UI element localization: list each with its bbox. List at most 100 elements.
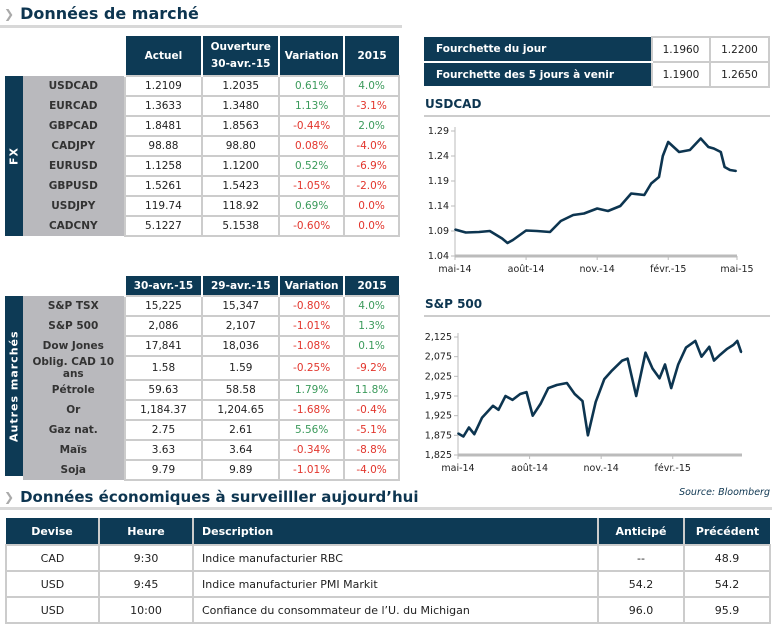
- ytd-value: 11.8%: [343, 379, 400, 401]
- pair-name: EURUSD: [23, 156, 125, 176]
- data-point: [664, 363, 666, 366]
- ytd-value: -4.0%: [343, 459, 400, 481]
- y-tick-label: 1.24: [428, 151, 449, 162]
- header-variation: Variation: [279, 276, 346, 296]
- data-point: [581, 400, 584, 403]
- x-tick-label: mai-14: [441, 463, 474, 474]
- data-point: [626, 357, 629, 360]
- data-point: [678, 151, 680, 153]
- data-point: [719, 151, 722, 153]
- data-point: [573, 393, 576, 395]
- market-row: Pétrole 59.63 58.58 1.79% 11.8%: [23, 379, 400, 401]
- data-point: [555, 384, 558, 386]
- range-label: Fourchette du jour: [424, 37, 652, 63]
- header-date-1: 30-avr.-15: [124, 276, 204, 296]
- data-point: [658, 377, 661, 380]
- header-2015: 2015: [344, 276, 399, 296]
- data-point: [688, 149, 691, 151]
- fx-row: USDCAD 1.2109 1.2035 0.61% 4.0%: [23, 75, 400, 97]
- chevron-right-icon: ❯: [4, 6, 15, 21]
- data-point: [519, 393, 522, 395]
- data-point: [481, 416, 484, 419]
- y-tick-label: 1,925: [425, 411, 452, 422]
- variation-value: 1.13%: [278, 95, 346, 117]
- other-side-label: Autres marchés: [5, 296, 23, 476]
- market-name: Gaz nat.: [23, 420, 125, 440]
- value-date-1: 2,086: [123, 315, 204, 337]
- ytd-value: -0.4%: [343, 399, 400, 421]
- ytd-value: 1.3%: [343, 315, 400, 337]
- data-point: [525, 229, 527, 232]
- value-date-1: 17,841: [123, 335, 204, 357]
- x-tick-label: mai-14: [438, 264, 471, 275]
- chevron-right-icon: ❯: [4, 490, 15, 504]
- value-date-2: 2.61: [201, 419, 281, 441]
- fx-row: EURCAD 1.3633 1.3480 1.13% -3.1%: [23, 95, 400, 117]
- other-markets-table: 30-avr.-15 29-avr.-15 Variation 2015 S&P…: [23, 276, 400, 481]
- data-point: [464, 231, 467, 234]
- data-point: [740, 351, 743, 354]
- fx-row: GBPCAD 1.8481 1.8563 -0.44% 2.0%: [23, 115, 400, 137]
- value-date-2: 18,036: [201, 335, 281, 357]
- market-row: S&P TSX 15,225 15,347 -0.80% 4.0%: [23, 295, 400, 317]
- title-rule: [0, 25, 402, 28]
- data-point: [661, 155, 664, 157]
- data-point: [611, 369, 613, 372]
- y-tick-label: 2,075: [425, 352, 452, 363]
- range-low: 1.1960: [651, 36, 711, 63]
- variation-value: 0.61%: [278, 75, 346, 97]
- x-tick-label: août-14: [508, 264, 545, 275]
- data-point: [644, 351, 647, 354]
- value-date-1: 9.79: [123, 459, 204, 481]
- market-name: Maïs: [23, 440, 125, 460]
- variation-value: 1.79%: [278, 379, 346, 401]
- ytd-value: -4.0%: [343, 135, 400, 157]
- ytd-value: 0.0%: [343, 195, 400, 217]
- fx-side-label: FX: [5, 76, 23, 236]
- data-point: [547, 387, 550, 390]
- data-point: [707, 146, 710, 148]
- fx-row: CADJPY 98.88 98.80 0.08% -4.0%: [23, 135, 400, 157]
- data-point: [619, 205, 622, 207]
- y-tick-label: 1.14: [428, 201, 449, 212]
- data-point: [457, 432, 459, 435]
- data-point: [462, 435, 465, 438]
- variation-value: -1.05%: [278, 175, 346, 197]
- data-point: [492, 404, 494, 407]
- precedent-value: 54.2: [683, 570, 771, 598]
- usdcad-chart: 1.29 1.24 1.19 1.14 1.09 1.04 mai-14 août-14 nov…: [428, 126, 754, 275]
- market-section-title: ❯ Données de marché: [4, 4, 199, 23]
- data-point: [454, 228, 456, 231]
- data-point: [643, 194, 646, 196]
- fx-row: CADCNY 5.1227 5.1538 -0.60% 0.0%: [23, 215, 400, 237]
- header-actuel: Actuel: [124, 36, 204, 76]
- data-point: [713, 359, 715, 362]
- range-low: 1.1900: [651, 61, 711, 88]
- data-point: [504, 395, 507, 397]
- value-date-1: 59.63: [123, 379, 204, 401]
- data-point: [603, 378, 606, 380]
- series-line: [457, 339, 743, 438]
- data-point: [583, 212, 585, 215]
- ytd-value: -8.8%: [343, 439, 400, 461]
- actuel-value: 98.88: [123, 135, 204, 157]
- pair-name: GBPUSD: [23, 176, 125, 196]
- value-date-1: 15,225: [123, 295, 204, 317]
- market-name: S&P 500: [23, 316, 125, 336]
- heure-value: 9:45: [98, 570, 194, 598]
- data-point: [726, 347, 729, 350]
- data-point: [587, 434, 589, 437]
- pair-name: GBPCAD: [23, 116, 125, 136]
- pair-name: CADCNY: [23, 216, 125, 236]
- ytd-value: 0.0%: [343, 215, 400, 237]
- data-point: [511, 399, 514, 401]
- variation-value: -1.08%: [278, 335, 346, 357]
- data-point: [512, 239, 514, 241]
- source-label: Source: Bloomberg: [679, 487, 770, 498]
- actuel-value: 1.8481: [123, 115, 204, 137]
- series-line: [454, 137, 737, 245]
- precedent-value: 95.9: [683, 596, 771, 624]
- market-row: Oblig. CAD 10 ans 1.58 1.59 -0.25% -9.2%: [23, 355, 400, 381]
- header-variation: Variation: [279, 36, 346, 76]
- data-point: [607, 210, 609, 212]
